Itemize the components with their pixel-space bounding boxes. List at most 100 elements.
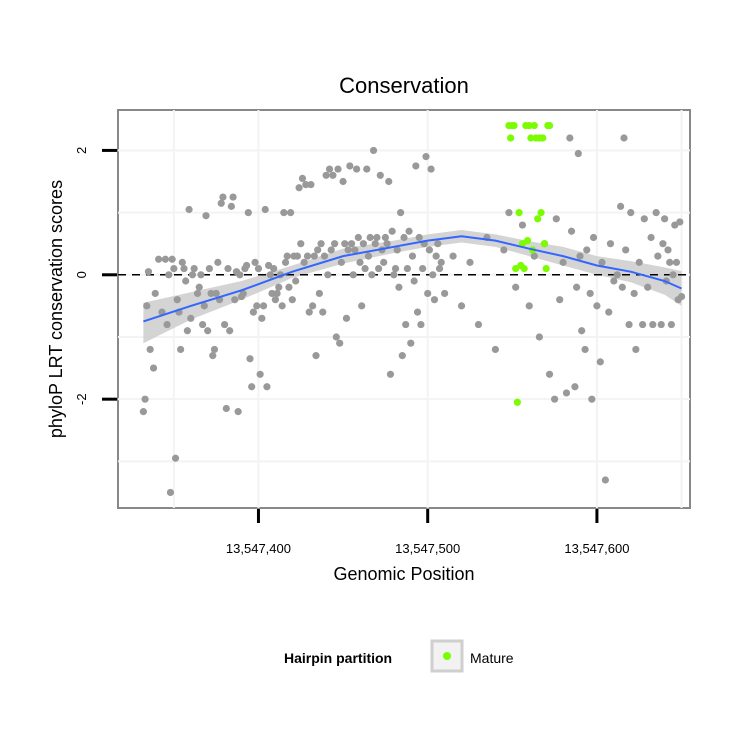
points-layer [139,121,686,497]
other-point [545,370,554,378]
other-point [221,320,229,329]
other-point [407,339,415,347]
other-point [659,240,667,248]
other-point [283,252,291,260]
other-point [666,258,674,266]
other-point [677,292,686,301]
other-point [280,209,288,217]
mature-point [515,209,523,217]
other-point [307,181,315,189]
other-point [144,268,153,276]
other-point [173,296,181,304]
other-point [273,289,281,298]
other-point [341,240,349,248]
mature-point [530,121,538,130]
other-point [243,261,251,270]
other-point [397,209,405,217]
other-point [424,289,432,298]
other-point [632,345,640,354]
x-axis-title: Genomic Position [333,564,474,584]
other-point [281,258,290,266]
other-point [364,252,373,260]
other-point [419,264,427,273]
other-point [556,296,564,304]
other-point [435,264,444,273]
other-point [639,320,647,329]
x-tick-label: 13,547,500 [395,541,460,556]
other-point [625,320,633,329]
other-point [398,352,406,360]
other-point [200,302,208,310]
y-tick-label: 0 [74,271,89,278]
other-point [647,233,655,242]
other-point [525,302,533,310]
other-point [309,302,317,310]
other-point [640,215,648,223]
other-point [376,171,384,179]
other-point [336,339,344,347]
other-point [610,277,618,285]
other-point [571,383,579,391]
other-point [393,246,401,254]
y-axis-title: phyloP LRT conservation scores [46,180,66,438]
other-point [366,233,374,242]
confidence-band [143,230,682,344]
other-point [363,165,371,173]
mature-point [537,209,545,217]
other-point [630,289,638,298]
other-point [185,205,193,214]
other-point [303,252,312,260]
other-point [661,215,669,223]
other-point [589,233,598,242]
other-point [672,258,681,266]
other-point [449,252,457,260]
other-point [168,255,176,263]
other-point [512,283,520,291]
other-point [403,264,411,273]
other-point [576,252,584,260]
other-point [214,258,222,266]
other-point [320,252,329,260]
other-point [288,296,296,304]
other-point [258,314,266,322]
other-point [351,246,359,254]
other-point [195,283,203,291]
y-tick-label: -2 [74,393,89,405]
other-point [249,308,257,316]
other-point [627,209,635,217]
other-point [165,271,173,279]
other-point [149,364,158,372]
legend: Hairpin partition Mature [284,639,514,673]
other-point [161,255,169,263]
other-point [644,283,652,291]
mature-point [507,134,515,142]
other-point [298,174,307,183]
other-point [204,327,212,335]
other-point [171,454,180,462]
smooth-confidence-band [143,230,682,344]
other-point [261,205,269,214]
other-point [199,320,207,329]
legend-title: Hairpin partition [284,650,392,666]
other-point [620,134,628,142]
other-point [275,283,283,291]
other-point [415,233,423,242]
other-point [292,277,300,285]
other-point [295,184,303,192]
other-point [354,233,362,242]
other-point [410,277,418,285]
other-point [566,134,574,142]
other-point [234,408,242,416]
mature-point [523,236,532,245]
other-point [278,302,286,310]
other-point [567,227,576,235]
mature-point [527,134,535,142]
other-point [236,271,244,279]
other-point [664,246,672,254]
other-point [573,283,581,291]
other-point [188,271,197,279]
mature-point [510,121,518,130]
other-point [212,289,220,298]
other-point [586,289,594,298]
